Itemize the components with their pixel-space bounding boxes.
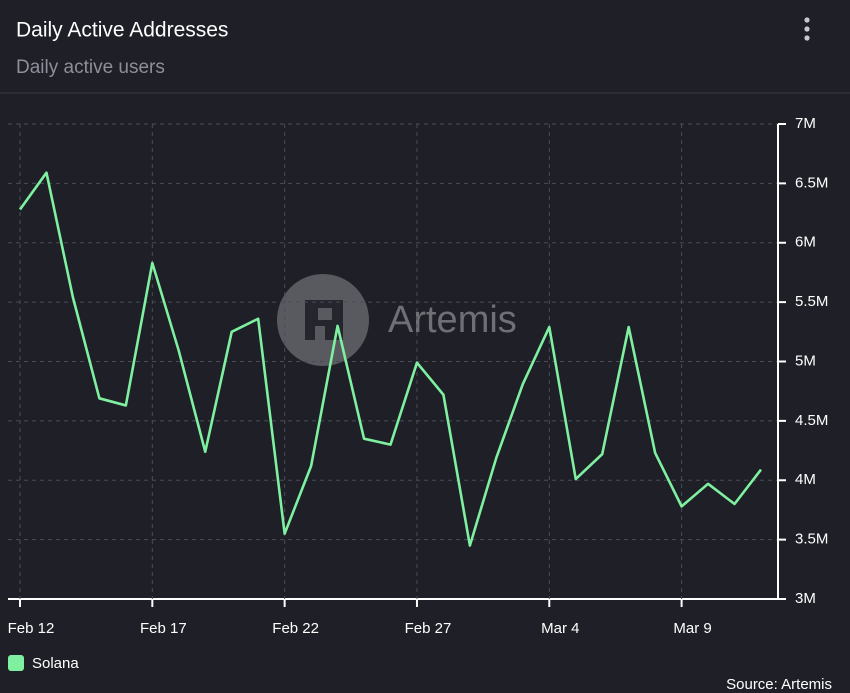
x-tick-label: Feb 17 (140, 620, 187, 637)
data-line (18, 171, 763, 547)
y-tick-label: 3.5M (795, 531, 828, 548)
watermark-text: Artemis (388, 299, 517, 341)
y-tick-label: 5.5M (795, 293, 828, 310)
chart-subtitle: Daily active users (16, 57, 165, 78)
source-note: Source: Artemis (726, 676, 832, 693)
y-tick-label: 6.5M (795, 174, 828, 191)
x-tick-label: Feb 22 (272, 620, 319, 637)
y-tick-label: 7M (795, 115, 816, 132)
watermark (277, 274, 369, 366)
legend-label: Solana (32, 655, 79, 672)
y-tick-label: 5M (795, 352, 816, 369)
menu-button[interactable] (804, 17, 810, 41)
y-tick-label: 3M (795, 590, 816, 607)
x-tick-label: Feb 27 (405, 620, 452, 637)
chart-title: Daily Active Addresses (16, 19, 228, 42)
y-tick-label: 4.5M (795, 412, 828, 429)
y-tick-label: 4M (795, 471, 816, 488)
legend-swatch (8, 655, 24, 671)
x-tick-label: Mar 4 (541, 620, 579, 637)
x-tick-label: Feb 12 (8, 620, 55, 637)
x-tick-label: Mar 9 (673, 620, 711, 637)
y-tick-label: 6M (795, 234, 816, 251)
